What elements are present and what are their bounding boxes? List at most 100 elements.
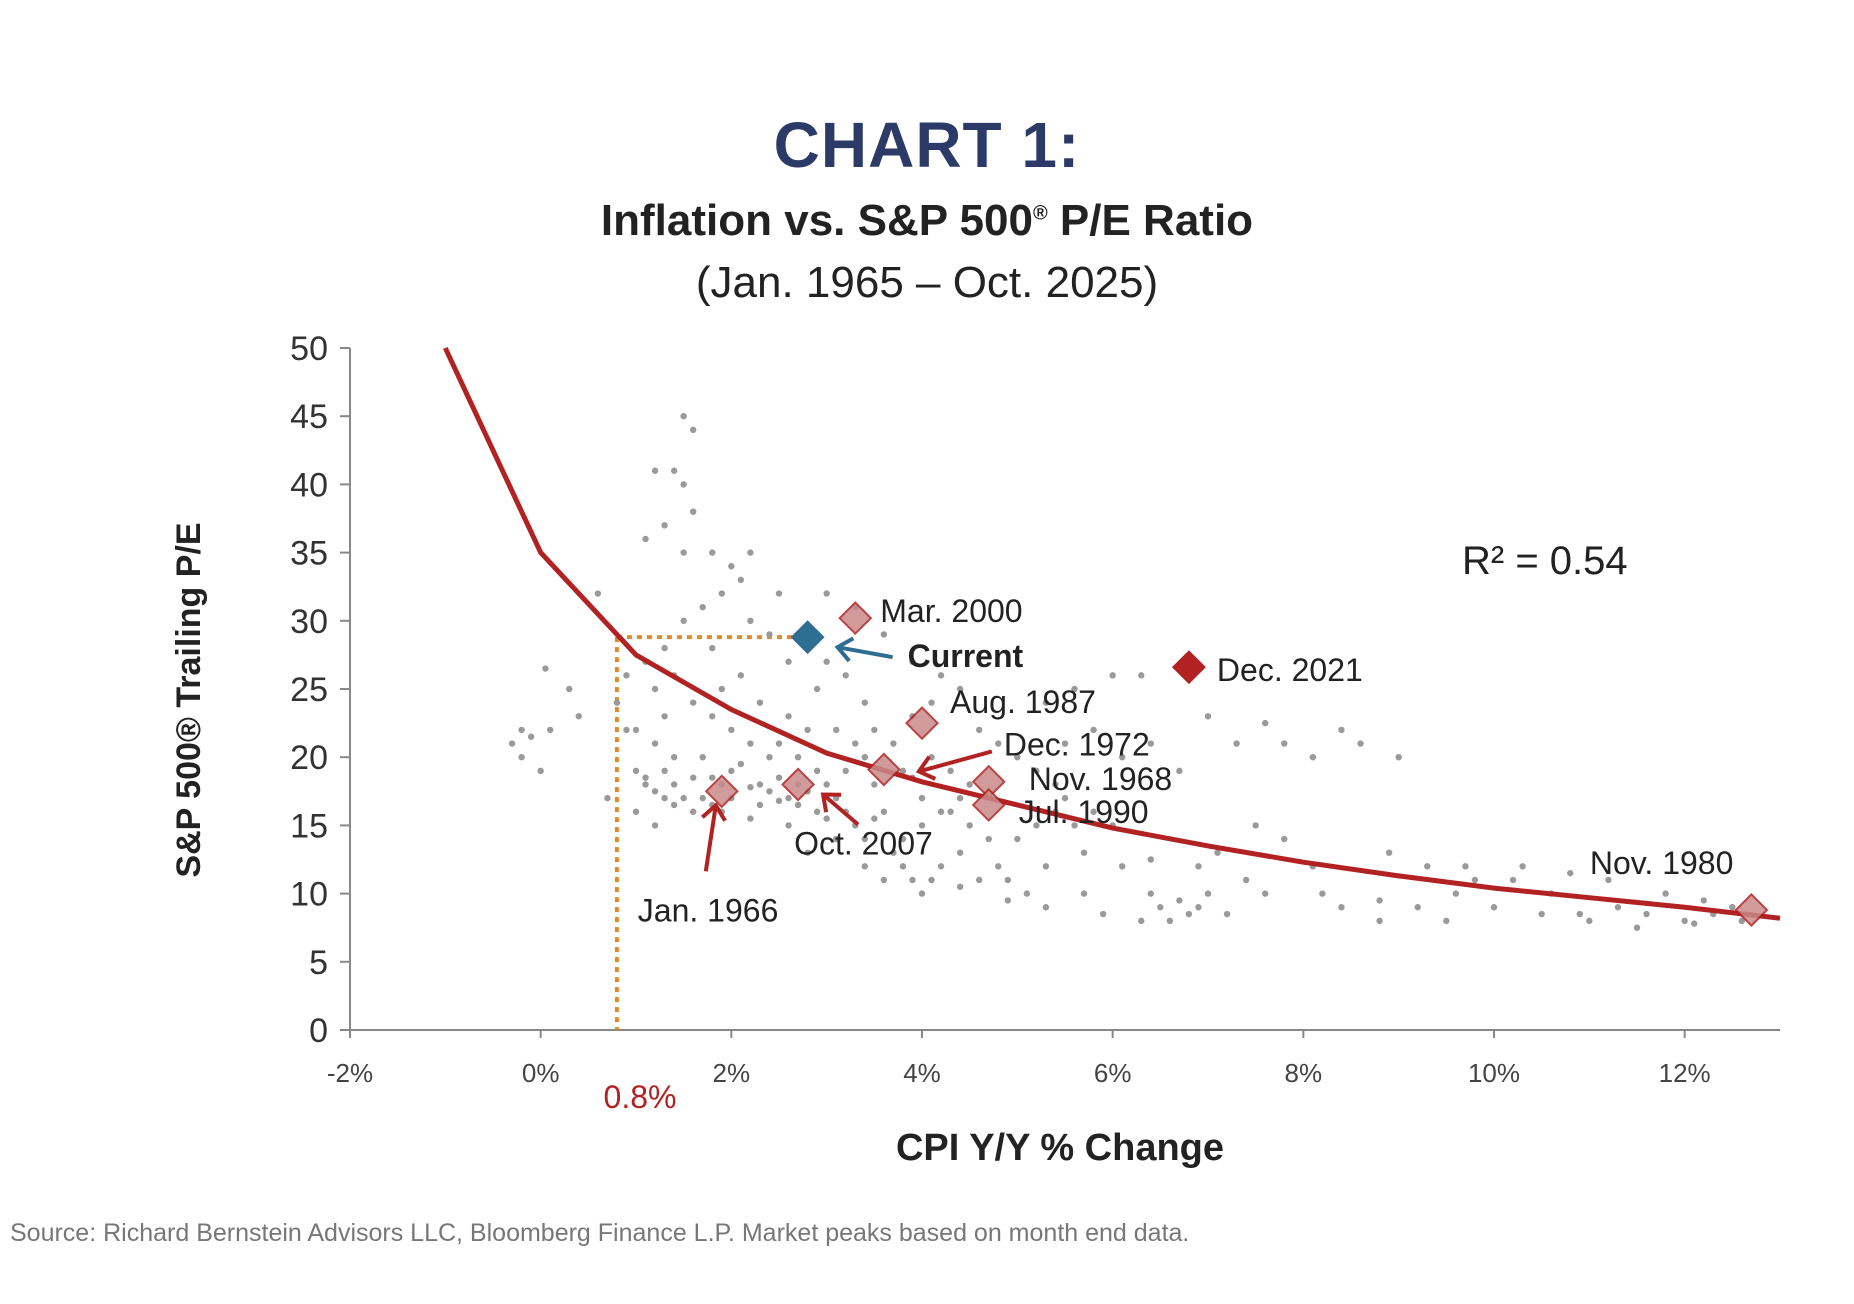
scatter-point [985, 835, 992, 843]
scatter-point [680, 617, 687, 624]
scatter-point [976, 726, 983, 734]
scatter-point [1195, 904, 1202, 911]
scatter-point [632, 726, 640, 734]
scatter-point [842, 767, 849, 775]
scatter-point [775, 590, 783, 597]
registered-mark: ® [1032, 202, 1048, 225]
scatter-point [756, 801, 764, 809]
scatter-point [909, 876, 916, 884]
jan-1966-arrow-head [701, 802, 727, 822]
scatter-point [1004, 897, 1011, 904]
y-axis-label: S&P 500® Trailing P/E [170, 522, 208, 877]
scatter-point [661, 767, 668, 775]
scatter-point [1223, 910, 1231, 918]
scatter-point [880, 808, 888, 815]
scatter-point [747, 784, 754, 791]
annotation-marker [704, 774, 739, 809]
scatter-point [823, 815, 830, 822]
scatter-point [1033, 822, 1040, 829]
scatter-point [1052, 781, 1059, 788]
scatter-point [1643, 910, 1650, 918]
scatter-point [880, 876, 888, 884]
scatter-point [670, 781, 678, 788]
annotation-label: Nov. 1980 [1590, 845, 1734, 881]
x-tick-label: 2% [713, 1058, 751, 1088]
scatter-point [794, 801, 802, 809]
scatter-point [680, 794, 687, 802]
y-tick-label: 35 [290, 535, 328, 573]
scatter-point [1681, 917, 1688, 925]
scatter-point [861, 754, 868, 761]
y-tick-label: 15 [290, 807, 328, 845]
scatter-point [823, 658, 830, 665]
scatter-point [861, 699, 868, 706]
scatter-point [1519, 863, 1526, 870]
scatter-point [542, 665, 549, 672]
scatter-point [1071, 685, 1078, 693]
scatter-point [651, 740, 659, 747]
annotation-marker [971, 787, 1006, 822]
scatter-point [966, 822, 973, 829]
current-arrow [837, 645, 893, 660]
scatter-point [642, 774, 649, 781]
annotation-label: Dec. 1972 [1004, 726, 1150, 762]
scatter-point [718, 590, 725, 597]
scatter-point [690, 699, 697, 706]
scatter-point [1462, 863, 1469, 870]
annotation-marker [971, 764, 1006, 799]
scatter-point [709, 644, 716, 652]
scatter-point [1004, 876, 1011, 884]
annotation-marker [905, 706, 939, 741]
y-tick-label: 50 [290, 330, 328, 368]
scatter-point [518, 726, 525, 734]
scatter-point [690, 508, 697, 515]
scatter-point [918, 890, 926, 897]
x-tick-label: 6% [1094, 1058, 1132, 1088]
scatter-point [775, 740, 783, 747]
y-tick-label: 40 [290, 466, 328, 504]
scatter-point [737, 760, 745, 768]
scatter-point [709, 774, 716, 781]
scatter-point [1691, 920, 1698, 927]
annotation-label: Nov. 1968 [1029, 761, 1173, 797]
scatter-point [995, 740, 1002, 747]
scatter-points [508, 413, 1746, 931]
scatter-point [956, 849, 964, 856]
scatter-point [651, 467, 659, 474]
scatter-point [575, 713, 582, 720]
scatter-point [1490, 904, 1498, 911]
scatter-point [956, 685, 964, 693]
scatter-point [794, 754, 802, 761]
scatter-point [1252, 822, 1259, 829]
scatter-point [899, 835, 907, 843]
scatter-point [775, 797, 783, 805]
scatter-point [1099, 910, 1107, 918]
scatter-point [766, 631, 773, 638]
scatter-point [785, 713, 792, 720]
scatter-point [1090, 808, 1097, 815]
chart-date-range: (Jan. 1965 – Oct. 2025) [695, 258, 1159, 307]
scatter-point [937, 863, 945, 870]
annotation-marker [866, 752, 901, 787]
scatter-point [1138, 672, 1145, 679]
guide-lines [614, 635, 808, 1030]
scatter-point [766, 754, 773, 761]
scatter-point [1080, 890, 1088, 897]
scatter-point [871, 815, 878, 822]
scatter-point [1138, 917, 1145, 925]
scatter-point [918, 794, 926, 802]
scatter-point [1452, 890, 1460, 897]
scatter-point [1567, 869, 1574, 877]
scatter-point [690, 808, 697, 815]
scatter-point [737, 576, 745, 584]
scatter-point [966, 781, 973, 788]
x-tick-label: 8% [1285, 1058, 1323, 1088]
scatter-point [747, 549, 754, 556]
scatter-point [1338, 726, 1345, 734]
scatter-point [775, 774, 783, 781]
scatter-point [1242, 876, 1250, 884]
scatter-point [937, 808, 945, 815]
trend-curve [443, 346, 1781, 921]
scatter-point [747, 815, 754, 822]
